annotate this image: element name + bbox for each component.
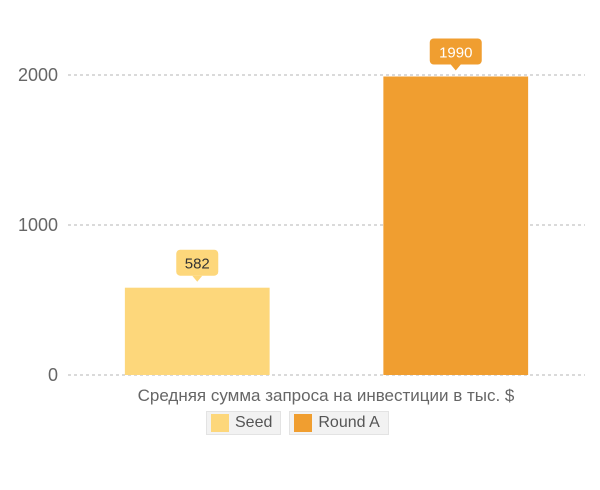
legend-swatch-round-a: [294, 414, 313, 432]
data-label-pointer: [192, 275, 203, 282]
y-tick-label: 1000: [18, 215, 58, 235]
y-axis-ticks: 0 1000 2000: [18, 65, 58, 385]
y-tick-label: 0: [48, 365, 58, 385]
data-label: 582: [176, 249, 219, 282]
data-label-bubble: [176, 249, 219, 276]
legend: Seed Round A: [206, 411, 389, 435]
data-label-text: 1990: [439, 45, 472, 62]
data-label: 1990: [429, 38, 482, 71]
data-label-bubble: [429, 38, 482, 65]
x-axis-title: Средняя сумма запроса на инвестиции в ты…: [138, 386, 515, 405]
bar-round-a[interactable]: [383, 76, 529, 376]
legend-item-round-a[interactable]: Round A: [289, 411, 389, 435]
bars: [124, 76, 529, 376]
legend-label-seed: Seed: [235, 414, 273, 431]
data-label-text: 582: [185, 256, 210, 273]
y-tick-label: 2000: [18, 65, 58, 85]
data-label-pointer: [450, 64, 461, 71]
bar-seed[interactable]: [124, 287, 270, 375]
legend-label-round-a: Round A: [318, 414, 380, 431]
legend-swatch-seed: [211, 414, 229, 432]
data-labels: 582 1990: [176, 38, 482, 282]
legend-item-seed[interactable]: Seed: [206, 411, 282, 435]
